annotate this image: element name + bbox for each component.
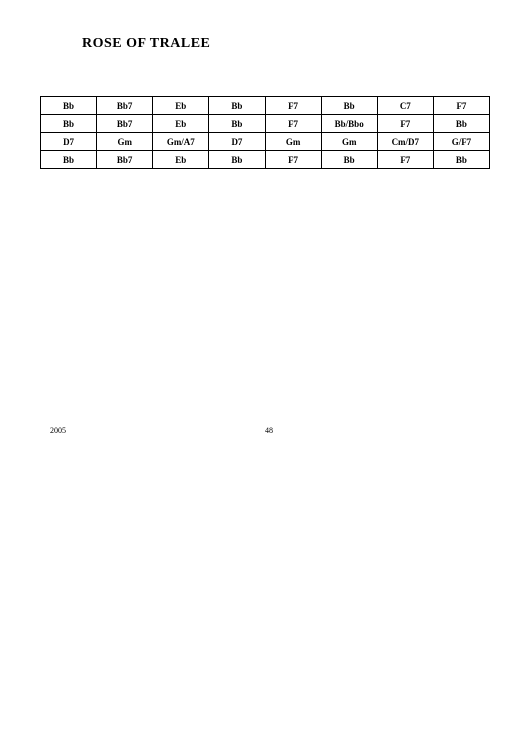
chord-cell: F7 bbox=[265, 97, 321, 115]
table-row: Bb Bb7 Eb Bb F7 Bb/Bbo F7 Bb bbox=[41, 115, 490, 133]
page-title: ROSE OF TRALEE bbox=[82, 36, 210, 52]
chord-cell: F7 bbox=[433, 97, 489, 115]
chord-cell: F7 bbox=[377, 115, 433, 133]
footer-year: 2005 bbox=[50, 426, 66, 435]
chord-cell: Bb bbox=[41, 97, 97, 115]
chord-cell: F7 bbox=[265, 115, 321, 133]
chord-table-body: Bb Bb7 Eb Bb F7 Bb C7 F7 Bb Bb7 Eb Bb F7… bbox=[41, 97, 490, 169]
chord-table: Bb Bb7 Eb Bb F7 Bb C7 F7 Bb Bb7 Eb Bb F7… bbox=[40, 96, 490, 169]
chord-cell: Bb bbox=[41, 151, 97, 169]
chord-cell: Eb bbox=[153, 115, 209, 133]
chord-cell: G/F7 bbox=[433, 133, 489, 151]
chord-cell: Bb bbox=[41, 115, 97, 133]
chord-cell: F7 bbox=[377, 151, 433, 169]
chord-cell: Bb7 bbox=[97, 97, 153, 115]
chord-cell: Bb bbox=[209, 97, 265, 115]
chord-cell: C7 bbox=[377, 97, 433, 115]
chord-cell: Bb/Bbo bbox=[321, 115, 377, 133]
chord-cell: Gm bbox=[321, 133, 377, 151]
table-row: Bb Bb7 Eb Bb F7 Bb F7 Bb bbox=[41, 151, 490, 169]
chord-cell: Gm bbox=[265, 133, 321, 151]
chord-cell: F7 bbox=[265, 151, 321, 169]
chord-cell: Gm bbox=[97, 133, 153, 151]
chord-cell: D7 bbox=[41, 133, 97, 151]
chord-cell: Cm/D7 bbox=[377, 133, 433, 151]
table-row: Bb Bb7 Eb Bb F7 Bb C7 F7 bbox=[41, 97, 490, 115]
chord-cell: Bb bbox=[433, 151, 489, 169]
chord-cell: Bb bbox=[321, 97, 377, 115]
chord-cell: Bb7 bbox=[97, 151, 153, 169]
chord-cell: Bb bbox=[321, 151, 377, 169]
chord-cell: Bb bbox=[209, 151, 265, 169]
chord-cell: Eb bbox=[153, 151, 209, 169]
chord-cell: Bb bbox=[433, 115, 489, 133]
chord-cell: Eb bbox=[153, 97, 209, 115]
chord-cell: Gm/A7 bbox=[153, 133, 209, 151]
chord-cell: D7 bbox=[209, 133, 265, 151]
footer-page: 48 bbox=[265, 426, 273, 435]
chord-cell: Bb7 bbox=[97, 115, 153, 133]
chord-cell: Bb bbox=[209, 115, 265, 133]
table-row: D7 Gm Gm/A7 D7 Gm Gm Cm/D7 G/F7 bbox=[41, 133, 490, 151]
